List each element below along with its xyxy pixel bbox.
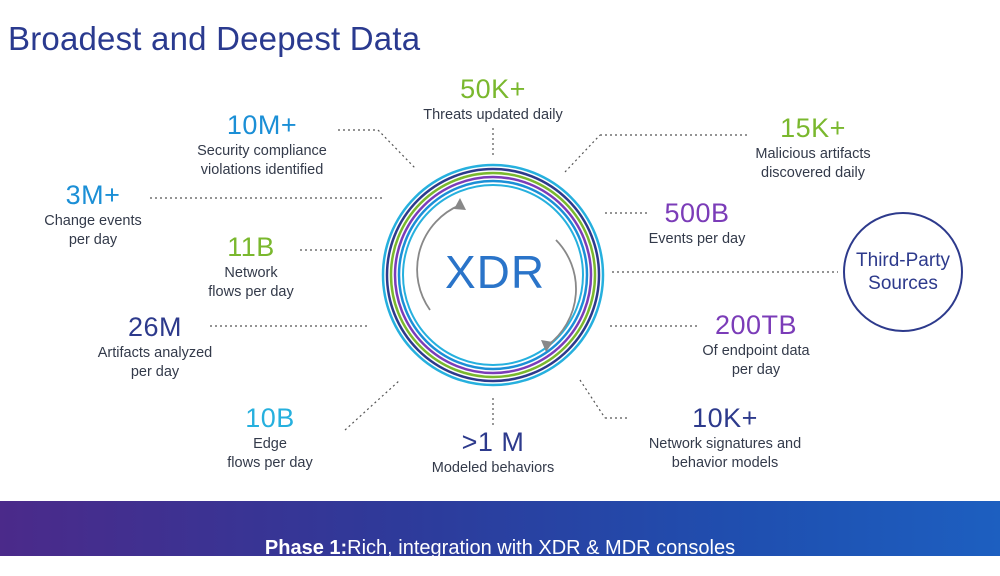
ring-green — [389, 171, 597, 379]
stat-threats-desc: Threats updated daily — [423, 107, 563, 123]
stat-events-value: 500B — [664, 198, 730, 228]
stat-modeled-value: >1 M — [461, 427, 525, 457]
stat-endpoint-value: 200TB — [714, 310, 798, 340]
ring-cyan-inner — [402, 184, 584, 366]
stat-threats-value: 50K+ — [460, 74, 526, 104]
footer-phase-label: Phase 1: — [264, 537, 348, 559]
arrow-left-arc — [416, 204, 461, 311]
stat-change-value: 3M+ — [65, 180, 121, 210]
connector-malicious — [564, 134, 601, 173]
connector-security-diag — [377, 129, 416, 169]
stat-malicious: 15K+ Malicious artifacts discovered dail… — [703, 113, 923, 183]
arrow-heads — [454, 198, 553, 352]
arrow-right-arc — [547, 239, 577, 346]
stat-malicious-value: 15K+ — [780, 113, 846, 143]
stat-network-value: 11B — [227, 232, 275, 262]
ring-cyan-outer — [381, 163, 605, 387]
stat-change: 3M+ Change events per day — [0, 180, 203, 250]
connector-lines — [150, 128, 838, 431]
stat-edge: 10B Edge flows per day — [160, 403, 380, 473]
stat-network-desc: Network flows per day — [208, 265, 294, 300]
stat-endpoint: 200TB Of endpoint data per day — [646, 310, 866, 380]
footer-banner: Phase 1: Rich, integration with XDR & MD… — [0, 501, 1000, 559]
stat-change-desc: Change events per day — [44, 213, 142, 248]
connector-edge — [344, 379, 401, 431]
stat-threats: 50K+ Threats updated daily — [383, 74, 603, 125]
stat-edge-desc: Edge flows per day — [227, 436, 313, 471]
stat-edge-value: 10B — [245, 403, 295, 433]
stat-artifacts: 26M Artifacts analyzed per day — [45, 312, 265, 382]
stat-security-desc: Security compliance violations identifie… — [197, 143, 327, 178]
stat-events-desc: Events per day — [648, 231, 746, 247]
xdr-diagram — [150, 128, 838, 431]
stat-modeled-desc: Modeled behaviors — [431, 460, 555, 476]
stat-modeled: >1 M Modeled behaviors — [383, 427, 603, 478]
stat-network: 11B Network flows per day — [141, 232, 361, 302]
ring-navy-1 — [385, 167, 601, 383]
stat-events: 500B Events per day — [587, 198, 807, 249]
xdr-rings — [381, 163, 605, 387]
third-party-sources: Third-Party Sources — [843, 212, 963, 332]
ring-blue — [397, 179, 589, 371]
page-title: Broadest and Deepest Data — [8, 20, 421, 57]
connector-signatures — [579, 379, 606, 419]
ring-purple — [393, 175, 593, 375]
stat-artifacts-value: 26M — [127, 312, 183, 342]
stat-signatures-value: 10K+ — [692, 403, 758, 433]
arrow-head-right — [541, 340, 553, 352]
stat-malicious-desc: Malicious artifacts discovered daily — [755, 146, 871, 181]
footer-text: Rich, integration with XDR & MDR console… — [347, 537, 736, 559]
stat-signatures-desc: Network signatures and behavior models — [648, 436, 802, 471]
xdr-label: XDR — [444, 246, 546, 298]
rotation-arrows — [416, 204, 577, 346]
stat-security: 10M+ Security compliance violations iden… — [152, 110, 372, 180]
stat-endpoint-desc: Of endpoint data per day — [702, 343, 810, 378]
stat-artifacts-desc: Artifacts analyzed per day — [97, 345, 213, 380]
arrow-head-left — [454, 198, 466, 210]
stat-security-value: 10M+ — [226, 110, 298, 140]
stat-signatures: 10K+ Network signatures and behavior mod… — [615, 403, 835, 473]
